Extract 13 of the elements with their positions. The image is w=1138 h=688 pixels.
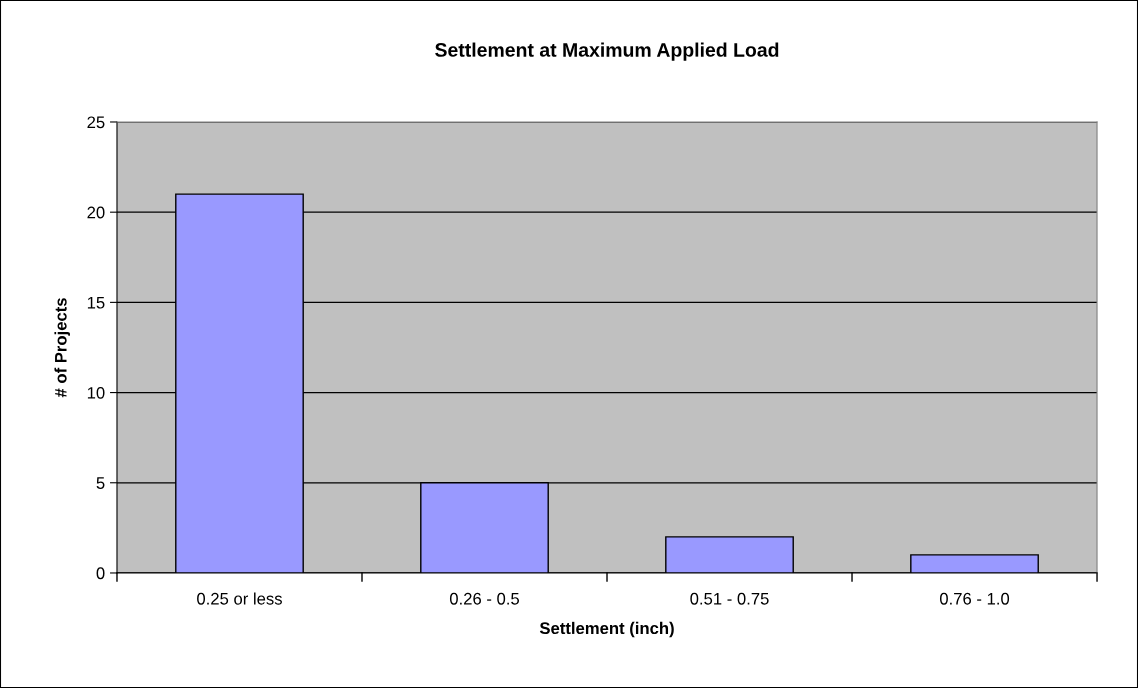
- y-tick-label: 10: [87, 386, 105, 399]
- y-tick-label: 20: [87, 206, 105, 219]
- x-tick-label: 0.26 - 0.5: [449, 592, 520, 605]
- x-tick-label: 0.51 - 0.75: [690, 592, 769, 605]
- x-tick-label: 0.76 - 1.0: [939, 592, 1010, 605]
- y-tick-label: 25: [87, 116, 105, 129]
- x-tick-label: 0.25 or less: [197, 592, 282, 605]
- y-tick-label: 5: [96, 477, 105, 489]
- y-tick-label: 0: [96, 567, 105, 580]
- x-axis-title: Settlement (inch): [539, 621, 674, 638]
- chart-title: Settlement at Maximum Applied Load: [435, 42, 779, 61]
- y-axis-title: # of Projects: [54, 298, 70, 398]
- y-tick-label: 15: [87, 296, 105, 309]
